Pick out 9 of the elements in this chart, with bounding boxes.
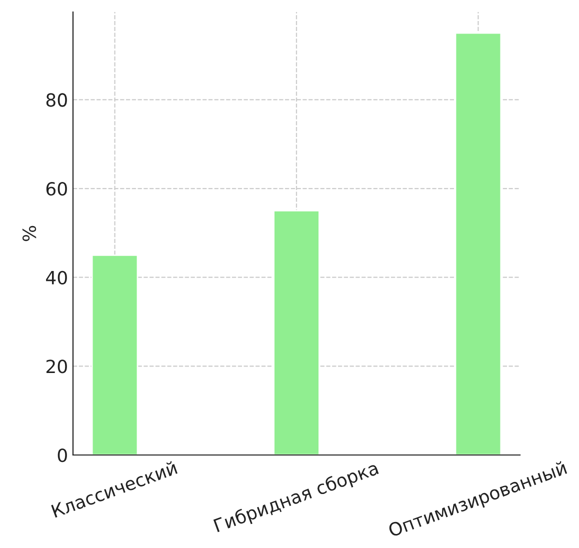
y-tick-label: 40 — [46, 270, 67, 284]
y-tick-label: 20 — [46, 360, 67, 374]
y-tick-label: 80 — [46, 93, 67, 107]
bar — [273, 210, 320, 455]
y-axis-title: % — [22, 226, 36, 242]
bar — [454, 32, 502, 455]
bar — [91, 254, 138, 455]
y-tick-label: 0 — [58, 448, 67, 462]
y-tick-label: 60 — [46, 182, 67, 196]
